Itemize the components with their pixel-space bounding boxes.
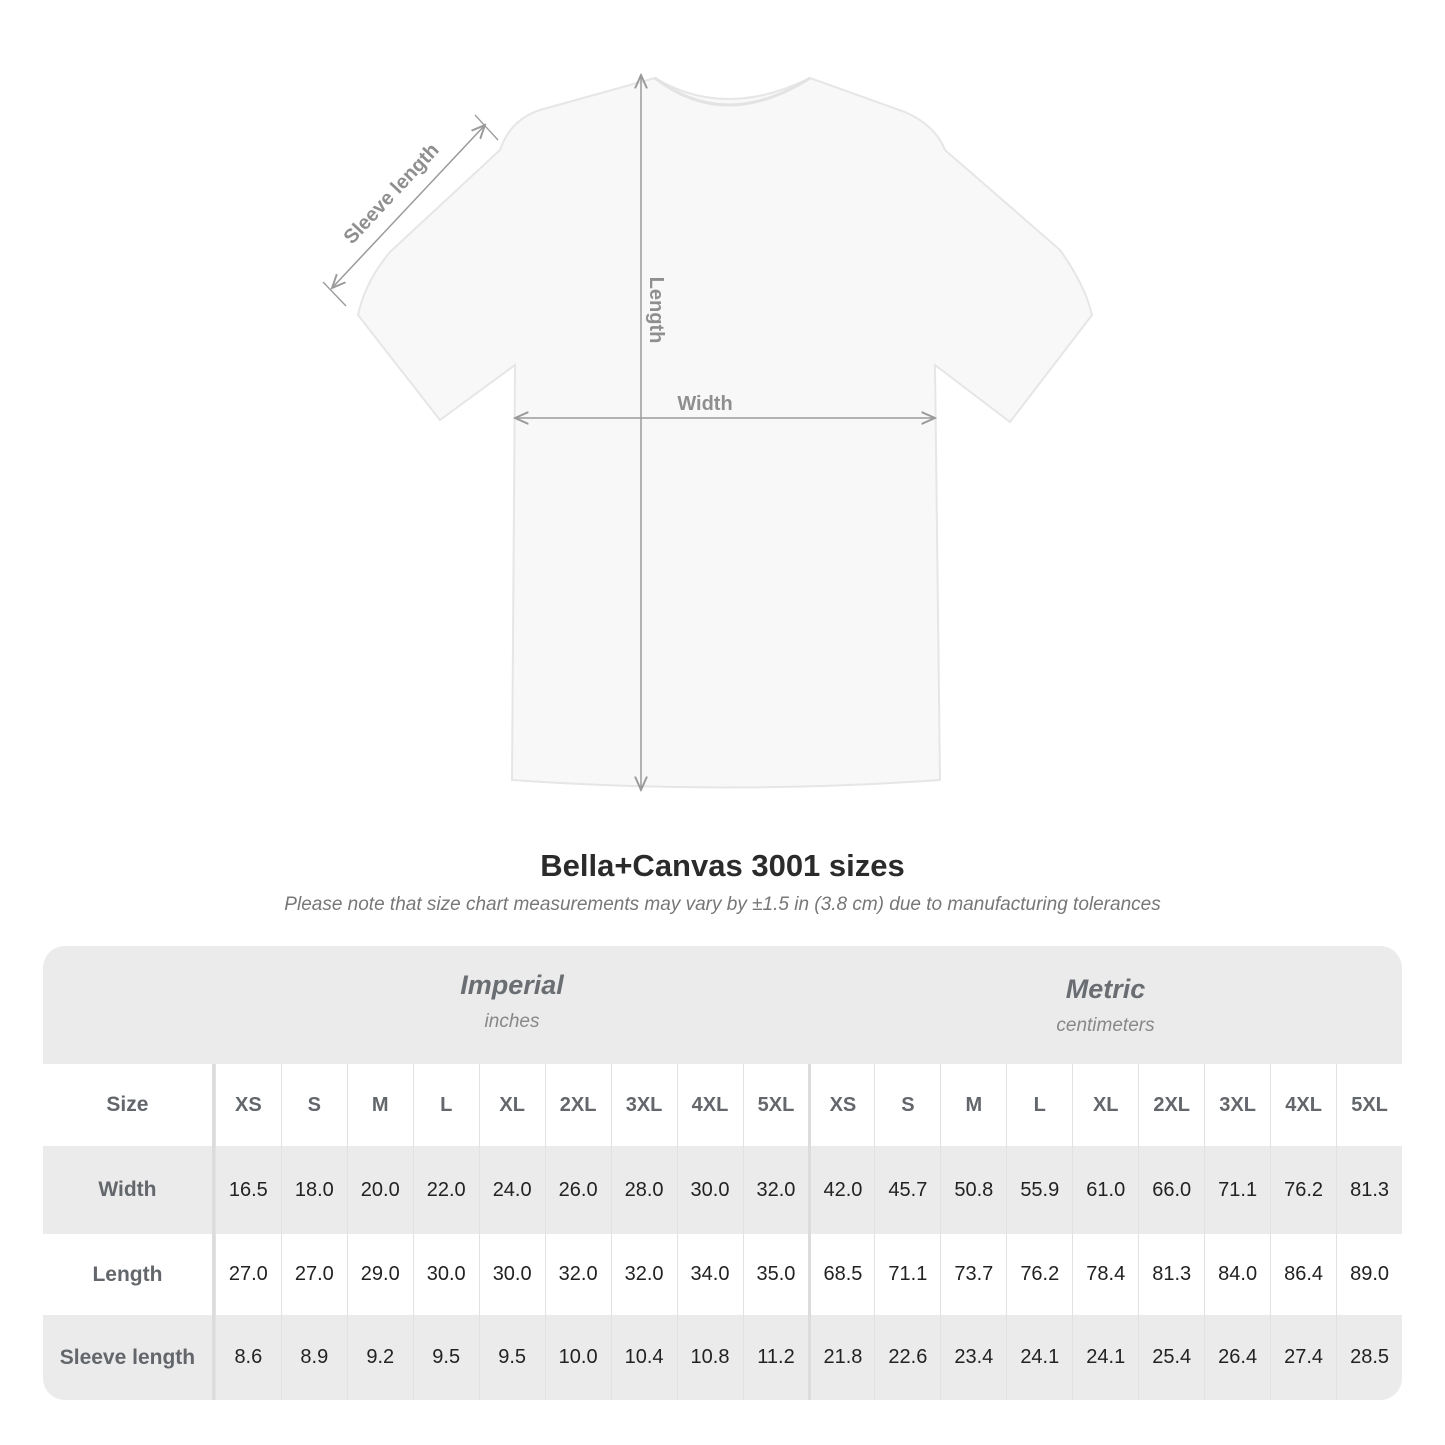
table-cell: 30.0 [412, 1234, 479, 1315]
table-cell: 28.5 [1336, 1315, 1402, 1400]
size-header-cell: L [1006, 1064, 1072, 1146]
row-label: Size [43, 1064, 215, 1146]
size-header-cell: XL [1072, 1064, 1138, 1146]
table-cell: 23.4 [940, 1315, 1006, 1400]
size-header-cell: S [874, 1064, 940, 1146]
table-cell: 66.0 [1138, 1146, 1204, 1234]
table-cell: 22.6 [874, 1315, 940, 1400]
table-cell: 68.5 [808, 1234, 874, 1315]
table-cell: 28.0 [610, 1146, 677, 1234]
size-header-cell: L [412, 1064, 479, 1146]
table-row: Width 16.5 18.0 20.0 22.0 24.0 26.0 28.0 30.0 32.… [43, 1146, 1402, 1234]
table-cell: 89.0 [1336, 1234, 1402, 1315]
imperial-header: Imperial inches [460, 970, 564, 1032]
size-header-cell: 2XL [1138, 1064, 1204, 1146]
size-header-cell: XL [478, 1064, 545, 1146]
size-header-cell: XS [808, 1064, 874, 1146]
table-cell: 32.0 [544, 1234, 611, 1315]
table-cell: 29.0 [346, 1234, 413, 1315]
table-cell: 8.6 [214, 1315, 281, 1400]
table-cell: 27.0 [214, 1234, 281, 1315]
table-cell: 76.2 [1270, 1146, 1336, 1234]
table-cell: 71.1 [1204, 1146, 1270, 1234]
table-cell: 26.4 [1204, 1315, 1270, 1400]
tshirt-body [356, 76, 1094, 789]
size-header-cell: 5XL [742, 1064, 809, 1146]
size-header-cell: 3XL [1204, 1064, 1270, 1146]
table-cell: 24.1 [1006, 1315, 1072, 1400]
table-cell: 8.9 [280, 1315, 347, 1400]
tshirt-diagram: Width Length Sleeve length [322, 0, 1094, 830]
size-header-cell: 5XL [1336, 1064, 1402, 1146]
size-header-cell: 2XL [544, 1064, 611, 1146]
table-cell: 30.0 [676, 1146, 743, 1234]
page-title: Bella+Canvas 3001 sizes [540, 848, 905, 883]
table-cell: 76.2 [1006, 1234, 1072, 1315]
table-cell: 9.2 [346, 1315, 413, 1400]
table-cell: 25.4 [1138, 1315, 1204, 1400]
table-cell: 10.8 [676, 1315, 743, 1400]
size-header-cell: 4XL [1270, 1064, 1336, 1146]
table-cell: 16.5 [214, 1146, 281, 1234]
table-cell: 9.5 [478, 1315, 545, 1400]
table-cell: 21.8 [808, 1315, 874, 1400]
table-cell: 24.0 [478, 1146, 545, 1234]
table-cell: 81.3 [1336, 1146, 1402, 1234]
table-cell: 26.0 [544, 1146, 611, 1234]
size-header-cell: XS [214, 1064, 281, 1146]
table-cell: 78.4 [1072, 1234, 1138, 1315]
table-cell: 45.7 [874, 1146, 940, 1234]
table-cell: 55.9 [1006, 1146, 1072, 1234]
table-cell: 20.0 [346, 1146, 413, 1234]
table-cell: 81.3 [1138, 1234, 1204, 1315]
table-cell: 73.7 [940, 1234, 1006, 1315]
collar [654, 76, 811, 107]
row-label: Sleeve length [43, 1315, 215, 1400]
table-cell: 32.0 [742, 1146, 809, 1234]
size-header-cell: S [280, 1064, 347, 1146]
row-label: Width [43, 1146, 215, 1234]
table-cell: 71.1 [874, 1234, 940, 1315]
table-cell: 10.0 [544, 1315, 611, 1400]
table-cell: 27.0 [280, 1234, 347, 1315]
table-row: Length 27.0 27.0 29.0 30.0 30.0 32.0 32.0 34.0 35… [43, 1234, 1402, 1315]
table-cell: 34.0 [676, 1234, 743, 1315]
table-cell: 22.0 [412, 1146, 479, 1234]
table-cell: 86.4 [1270, 1234, 1336, 1315]
table-cell: 10.4 [610, 1315, 677, 1400]
table-cell: 11.2 [742, 1315, 809, 1400]
table-cell: 18.0 [280, 1146, 347, 1234]
size-header-cell: 4XL [676, 1064, 743, 1146]
width-label: Width [677, 393, 732, 415]
table-cell: 24.1 [1072, 1315, 1138, 1400]
table-cell: 42.0 [808, 1146, 874, 1234]
table-cell: 30.0 [478, 1234, 545, 1315]
metric-header: Metric centimeters [1056, 974, 1155, 1036]
sleeve-arrow [332, 125, 485, 288]
table-cell: 84.0 [1204, 1234, 1270, 1315]
table-row: Sleeve length 8.6 8.9 9.2 9.5 9.5 10.0 10.4 10.8… [43, 1315, 1402, 1400]
table-cell: 61.0 [1072, 1146, 1138, 1234]
table-cell: 9.5 [412, 1315, 479, 1400]
tolerance-note: Please note that size chart measurements… [284, 894, 1161, 915]
size-header-cell: 3XL [610, 1064, 677, 1146]
length-label: Length [645, 277, 667, 344]
size-table: Imperial inches Metric centimeters Size X… [43, 946, 1402, 1400]
table-cell: 32.0 [610, 1234, 677, 1315]
size-header-cell: M [940, 1064, 1006, 1146]
table-cell: 27.4 [1270, 1315, 1336, 1400]
table-cell: 50.8 [940, 1146, 1006, 1234]
table-cell: 35.0 [742, 1234, 809, 1315]
size-header-row: Size XS S M L XL 2XL 3XL 4XL 5XL XS S M L XL 2XL 3XL 4XL 5… [43, 1064, 1402, 1146]
row-label: Length [43, 1234, 215, 1315]
size-header-cell: M [346, 1064, 413, 1146]
